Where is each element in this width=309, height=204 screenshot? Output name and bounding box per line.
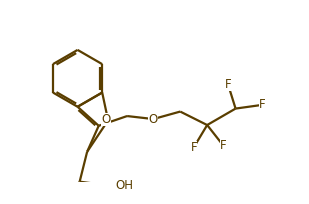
Text: F: F bbox=[190, 141, 197, 154]
Text: F: F bbox=[225, 78, 231, 91]
Text: OH: OH bbox=[116, 179, 133, 192]
Text: O: O bbox=[149, 113, 158, 125]
Text: O: O bbox=[102, 113, 111, 126]
Text: F: F bbox=[259, 98, 266, 111]
Text: F: F bbox=[220, 140, 227, 152]
